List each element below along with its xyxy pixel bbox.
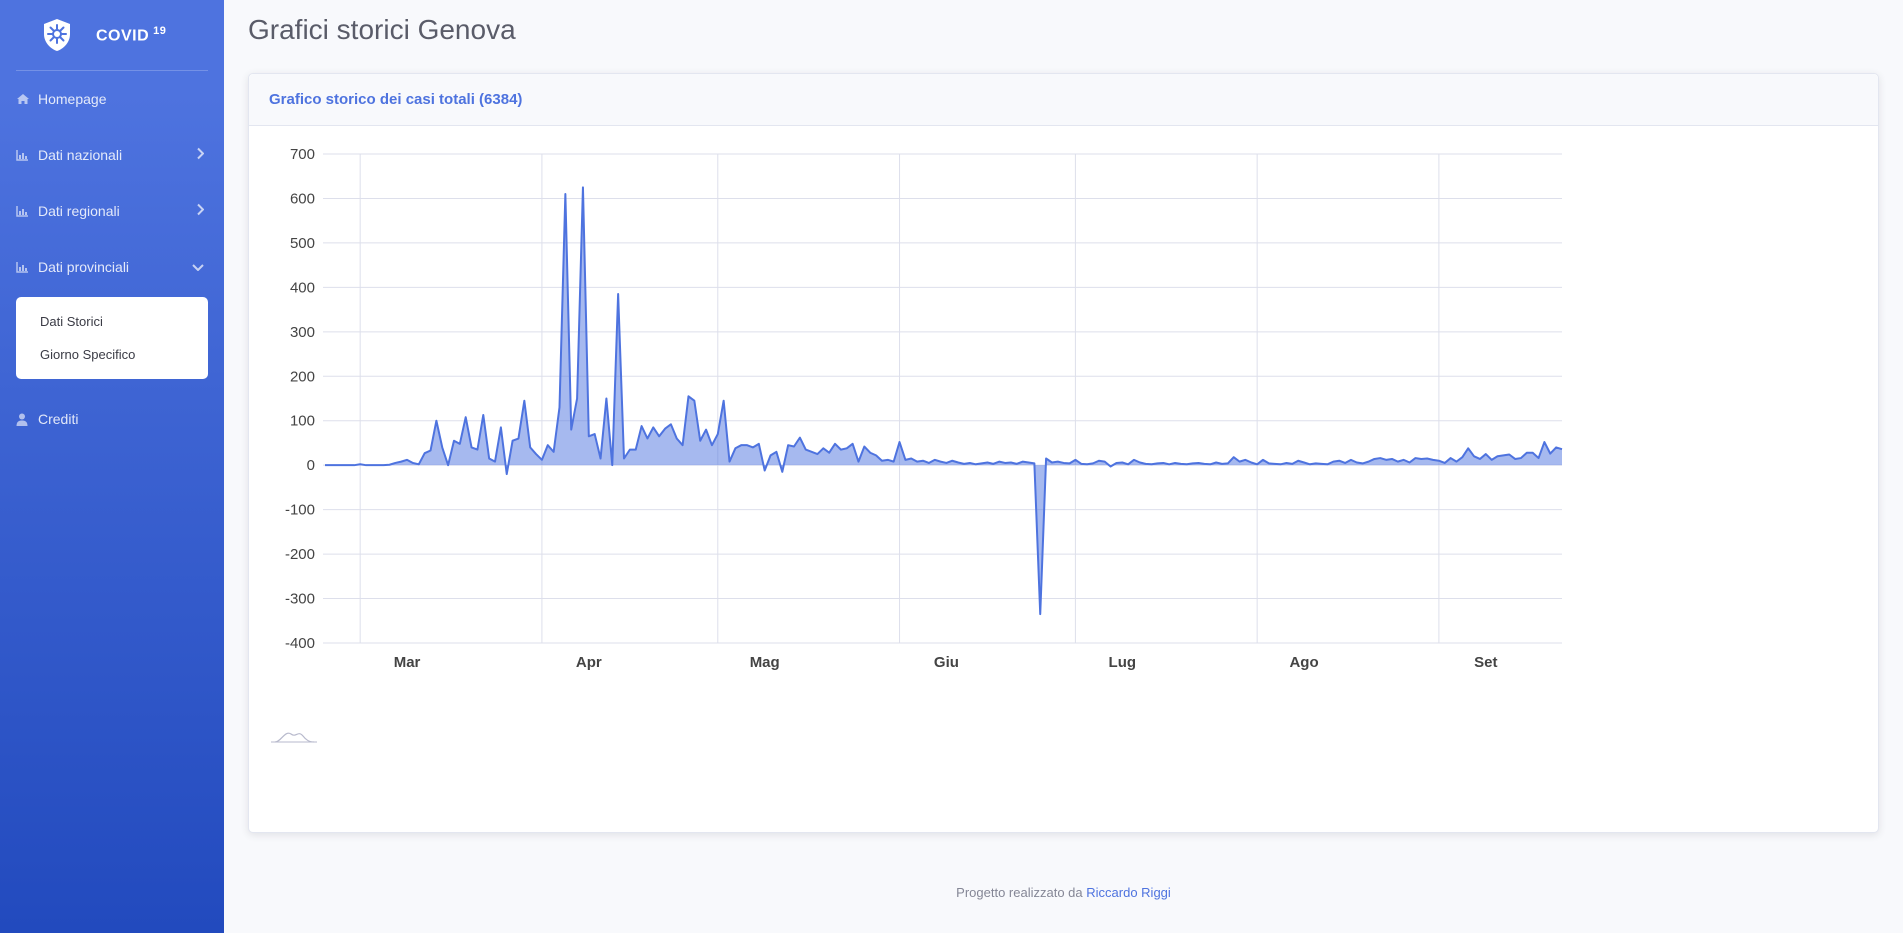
sidebar-item-label: Crediti xyxy=(38,411,79,427)
footer: Progetto realizzato da Riccardo Riggi xyxy=(224,885,1903,900)
sidebar-item-homepage[interactable]: Homepage xyxy=(0,71,224,127)
y-tick-label: -200 xyxy=(285,546,315,563)
sidebar-item-label: Dati nazionali xyxy=(38,147,123,163)
x-tick-label: Lug xyxy=(1109,654,1137,671)
y-tick-label: 0 xyxy=(307,457,315,474)
author-link[interactable]: Riccardo Riggi xyxy=(1086,885,1171,900)
y-tick-label: -300 xyxy=(285,591,315,608)
submenu-item-giorno-specifico[interactable]: Giorno Specifico xyxy=(40,347,136,362)
x-tick-label: Mar xyxy=(394,654,421,671)
sparkline-icon xyxy=(271,732,317,743)
main-content: Grafici storici Genova Grafico storico d… xyxy=(224,0,1903,933)
submenu-item-dati-storici[interactable]: Dati Storici xyxy=(40,314,103,329)
bar-chart-icon xyxy=(16,205,34,217)
x-tick-label: Mag xyxy=(750,654,780,671)
y-tick-label: -100 xyxy=(285,502,315,519)
submenu-dati-provinciali: Dati Storici Giorno Specifico xyxy=(16,297,208,379)
historical-cases-chart: 700 600 500 400 300 200 100 0 -100 -200 -300 -400 Ma… xyxy=(271,146,1563,743)
brand-title: COVID 19 xyxy=(96,24,167,45)
sidebar-item-crediti[interactable]: Crediti xyxy=(0,391,224,447)
home-icon xyxy=(16,93,34,105)
sidebar-item-label: Dati provinciali xyxy=(38,259,130,275)
y-tick-label: -400 xyxy=(285,635,315,652)
sidebar-divider xyxy=(16,70,208,71)
y-tick-label: 100 xyxy=(290,413,315,430)
chevron-down-icon xyxy=(192,260,204,274)
y-tick-label: 300 xyxy=(290,324,315,341)
y-tick-label: 600 xyxy=(290,190,315,207)
x-tick-label: Giu xyxy=(934,654,959,671)
sidebar-item-dati-regionali[interactable]: Dati regionali xyxy=(0,183,224,239)
brand[interactable]: COVID 19 xyxy=(0,0,224,70)
sidebar-item-label: Dati regionali xyxy=(38,203,120,219)
chevron-right-icon xyxy=(196,147,205,163)
virus-shield-icon xyxy=(40,18,74,52)
sidebar-item-dati-provinciali[interactable]: Dati provinciali xyxy=(0,239,224,295)
page-title: Grafici storici Genova xyxy=(248,14,516,45)
x-tick-label: Apr xyxy=(576,654,602,671)
y-tick-label: 200 xyxy=(290,368,315,385)
bar-chart-icon xyxy=(16,261,34,273)
y-tick-label: 700 xyxy=(290,146,315,163)
footer-text: Progetto realizzato da xyxy=(956,885,1083,900)
bar-chart-icon xyxy=(16,149,34,161)
chart-grid xyxy=(323,153,1562,644)
y-tick-label: 400 xyxy=(290,279,315,296)
chart-card: Grafico storico dei casi totali (6384) 7… xyxy=(248,73,1879,833)
series-line xyxy=(325,186,1563,616)
x-tick-label: Ago xyxy=(1289,654,1318,671)
card-title: Grafico storico dei casi totali (6384) xyxy=(249,74,1878,126)
sidebar: COVID 19 Homepage Dati nazionali Dati reg… xyxy=(0,0,224,933)
x-tick-label: Set xyxy=(1474,654,1497,671)
user-icon xyxy=(16,413,34,426)
y-tick-label: 500 xyxy=(290,235,315,252)
sidebar-item-dati-nazionali[interactable]: Dati nazionali xyxy=(0,127,224,183)
chevron-right-icon xyxy=(196,203,205,219)
series-area xyxy=(325,187,1562,615)
chart-labels: 700 600 500 400 300 200 100 0 -100 -200 -300 -400 Ma… xyxy=(285,146,1497,671)
sidebar-item-label: Homepage xyxy=(38,91,107,107)
